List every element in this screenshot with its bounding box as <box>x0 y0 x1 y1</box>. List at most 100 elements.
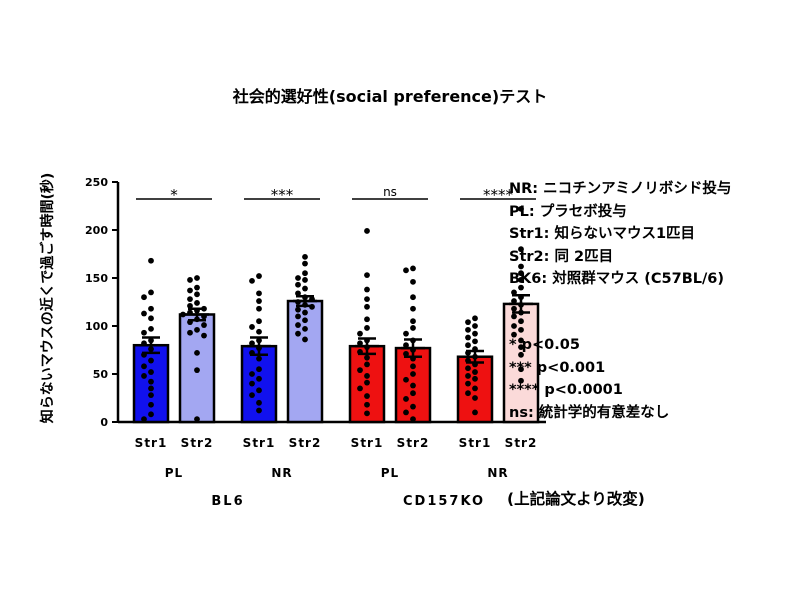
data-point-0-10 <box>148 346 154 352</box>
y-tick-label-0: 0 <box>100 416 108 429</box>
data-point-4-17 <box>357 385 363 392</box>
abbreviation-notes: NR: ニコチンアミノリボシド投与 PL: プラセボ投与 Str1: 知らないマ… <box>509 178 731 291</box>
data-point-3-13 <box>295 306 301 313</box>
data-point-1-11 <box>180 311 186 318</box>
data-point-6-9 <box>465 349 471 356</box>
data-point-1-5 <box>187 296 193 303</box>
data-point-2-20 <box>256 407 262 414</box>
data-point-6-14 <box>472 369 478 375</box>
data-point-6-0 <box>472 315 478 322</box>
data-point-3-5 <box>295 281 301 288</box>
data-point-3-3 <box>295 275 301 281</box>
sig-label-2: ns <box>383 185 397 199</box>
condition-label-1: NR <box>271 466 292 480</box>
data-point-1-4 <box>194 291 200 298</box>
data-point-4-10 <box>364 344 370 351</box>
data-point-3-6 <box>302 285 308 292</box>
sig-label-0: * <box>170 186 178 204</box>
data-point-0-18 <box>148 392 154 399</box>
data-point-2-5 <box>256 318 262 325</box>
source-note: (上記論文より改変) <box>507 490 645 508</box>
data-point-1-3 <box>187 287 193 294</box>
data-point-2-0 <box>256 273 262 279</box>
data-point-7-21 <box>518 377 524 384</box>
data-point-1-21 <box>194 416 200 423</box>
bar-3 <box>286 299 324 424</box>
data-point-1-7 <box>187 302 193 309</box>
data-point-7-6 <box>511 289 517 296</box>
data-point-5-6 <box>410 325 416 331</box>
sig-note-1: * p<0.05 <box>509 337 580 353</box>
data-point-5-16 <box>410 382 416 389</box>
data-point-4-2 <box>364 286 370 293</box>
data-point-6-16 <box>472 375 478 382</box>
data-point-5-13 <box>410 363 416 370</box>
data-point-2-17 <box>256 387 262 394</box>
data-point-3-19 <box>295 330 301 337</box>
data-point-5-3 <box>410 294 416 301</box>
data-point-7-2 <box>518 263 524 270</box>
data-point-6-13 <box>465 365 471 372</box>
data-point-7-8 <box>511 298 517 304</box>
data-point-3-9 <box>309 296 315 303</box>
data-point-5-10 <box>410 347 416 353</box>
data-point-5-20 <box>403 409 409 416</box>
data-point-7-12 <box>511 313 517 320</box>
data-point-3-0 <box>302 253 308 260</box>
data-point-5-12 <box>410 355 416 362</box>
data-point-0-13 <box>141 363 147 370</box>
data-point-0-15 <box>141 373 147 379</box>
data-point-1-14 <box>187 319 193 326</box>
data-point-4-14 <box>357 367 363 374</box>
data-point-2-19 <box>256 399 262 406</box>
x-tick-label-0: Str1 <box>135 436 168 450</box>
data-point-1-18 <box>201 332 207 339</box>
data-point-2-18 <box>249 392 255 399</box>
data-point-5-8 <box>410 337 416 344</box>
data-point-4-7 <box>357 330 363 337</box>
data-point-3-7 <box>295 290 301 297</box>
data-point-7-4 <box>518 277 524 283</box>
data-point-6-11 <box>465 357 471 364</box>
condition-label-0: PL <box>165 466 183 480</box>
data-point-4-20 <box>364 410 370 417</box>
data-point-6-10 <box>472 353 478 360</box>
data-point-0-6 <box>148 325 154 332</box>
data-point-4-16 <box>364 379 370 386</box>
data-point-5-19 <box>410 403 416 410</box>
data-point-7-19 <box>518 351 524 358</box>
data-point-3-11 <box>302 301 308 308</box>
data-point-3-18 <box>302 325 308 332</box>
data-point-3-10 <box>295 299 301 305</box>
data-point-5-21 <box>410 416 416 423</box>
chart-title: 社会的選好性(social preference)テスト <box>232 87 547 106</box>
data-point-7-15 <box>518 326 524 333</box>
x-tick-label-1: Str2 <box>181 436 214 450</box>
data-point-7-20 <box>518 366 524 373</box>
data-point-0-3 <box>148 305 154 312</box>
sig-label-3: **** <box>483 186 514 204</box>
x-tick-label-4: Str1 <box>351 436 384 450</box>
data-point-2-10 <box>256 345 262 351</box>
data-point-7-16 <box>511 331 517 338</box>
data-point-0-19 <box>148 401 154 408</box>
data-point-0-20 <box>148 411 154 418</box>
data-point-6-8 <box>472 346 478 352</box>
data-point-2-16 <box>249 380 255 387</box>
data-point-4-18 <box>364 393 370 399</box>
group-label-0: BL6 <box>211 494 244 509</box>
data-point-0-4 <box>141 310 147 317</box>
data-point-3-4 <box>302 277 308 283</box>
data-point-6-19 <box>465 390 471 397</box>
data-point-2-14 <box>249 371 255 377</box>
y-tick-label-100: 100 <box>85 320 108 333</box>
data-point-4-8 <box>364 337 370 344</box>
data-point-2-9 <box>249 340 255 347</box>
note-str1: Str1: 知らないマウス1匹目 <box>509 226 696 242</box>
data-point-4-12 <box>364 354 370 361</box>
data-point-6-15 <box>465 373 471 379</box>
data-point-1-12 <box>201 313 207 320</box>
data-point-3-15 <box>295 313 301 320</box>
data-point-5-7 <box>403 330 409 337</box>
